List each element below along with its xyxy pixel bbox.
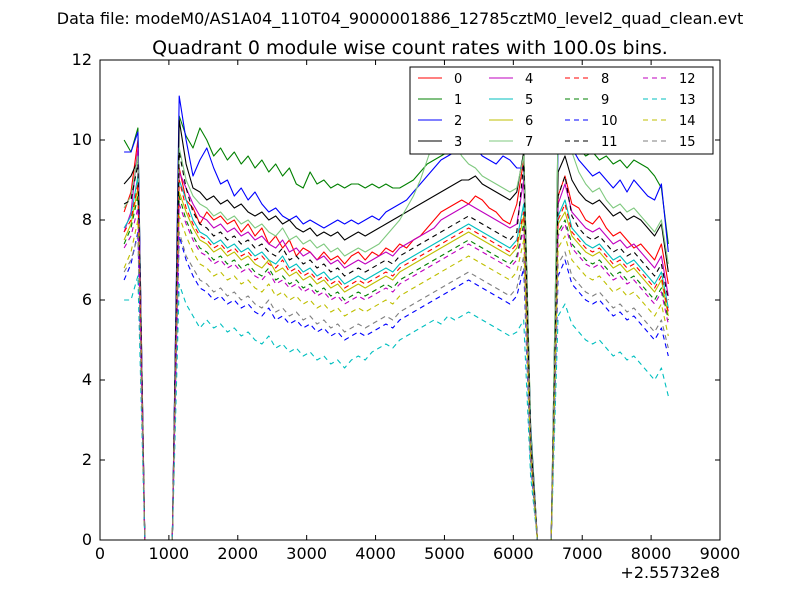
legend-label-13: 13	[679, 93, 696, 108]
legend-label-0: 0	[454, 72, 462, 87]
series-line-8	[123, 179, 669, 540]
y-tick-label: 8	[82, 210, 92, 229]
series-line-9	[123, 195, 669, 540]
x-tick-label: 7000	[562, 544, 603, 563]
x-tick-label: 8000	[631, 544, 672, 563]
legend-label-3: 3	[454, 135, 462, 150]
x-tick-label: 2000	[217, 544, 258, 563]
x-tick-label: 0	[95, 544, 105, 563]
x-tick-label: 9000	[700, 544, 741, 563]
y-tick-label: 0	[82, 530, 92, 549]
legend-label-10: 10	[601, 114, 618, 129]
plot-area: 0 1000 2000 3000 4000 5000 6000 7000 8000 9000 0 2 4…	[72, 50, 741, 582]
series-layer	[123, 95, 669, 540]
legend-label-5: 5	[525, 93, 533, 108]
series-line-12	[123, 203, 669, 540]
x-offset-label: +2.55732e8	[620, 563, 720, 582]
series-line-3	[123, 119, 669, 540]
legend-label-14: 14	[679, 114, 696, 129]
legend-label-11: 11	[601, 135, 618, 150]
legend-label-9: 9	[601, 93, 609, 108]
y-tick-label: 4	[82, 370, 92, 389]
series-line-14	[123, 215, 669, 540]
series-line-4	[123, 147, 669, 540]
chart-title: Quadrant 0 module wise count rates with …	[152, 37, 668, 59]
y-tick-label: 2	[82, 450, 92, 469]
series-line-15	[123, 231, 669, 540]
series-line-6	[123, 187, 669, 540]
series-line-2	[124, 95, 669, 540]
series-line-11	[123, 151, 669, 540]
legend-label-6: 6	[525, 114, 533, 129]
y-tick-label: 10	[72, 130, 92, 149]
series-line-10	[123, 231, 669, 540]
y-tick-label: 6	[82, 290, 92, 309]
figure-suptitle: Data file: modeM0/AS1A04_110T04_90000018…	[57, 9, 743, 29]
legend-label-1: 1	[454, 93, 462, 108]
x-tick-label: 5000	[424, 544, 465, 563]
legend-label-7: 7	[525, 135, 533, 150]
legend-frame	[409, 66, 714, 155]
x-tick-label: 4000	[355, 544, 396, 563]
legend-label-4: 4	[525, 72, 533, 87]
series-line-13	[124, 275, 669, 540]
legend-label-2: 2	[454, 114, 462, 129]
series-line-5	[123, 175, 669, 540]
legend-label-15: 15	[679, 135, 696, 150]
series-line-0	[123, 139, 669, 540]
legend-label-12: 12	[679, 72, 696, 87]
ticks-layer: 0 1000 2000 3000 4000 5000 6000 7000 8000 9000 0 2 4…	[72, 50, 741, 563]
legend-label-8: 8	[601, 72, 609, 87]
x-tick-label: 3000	[286, 544, 327, 563]
x-tick-label: 1000	[149, 544, 190, 563]
x-tick-label: 6000	[493, 544, 534, 563]
series-line-7	[123, 99, 669, 540]
y-tick-label: 12	[72, 50, 92, 69]
